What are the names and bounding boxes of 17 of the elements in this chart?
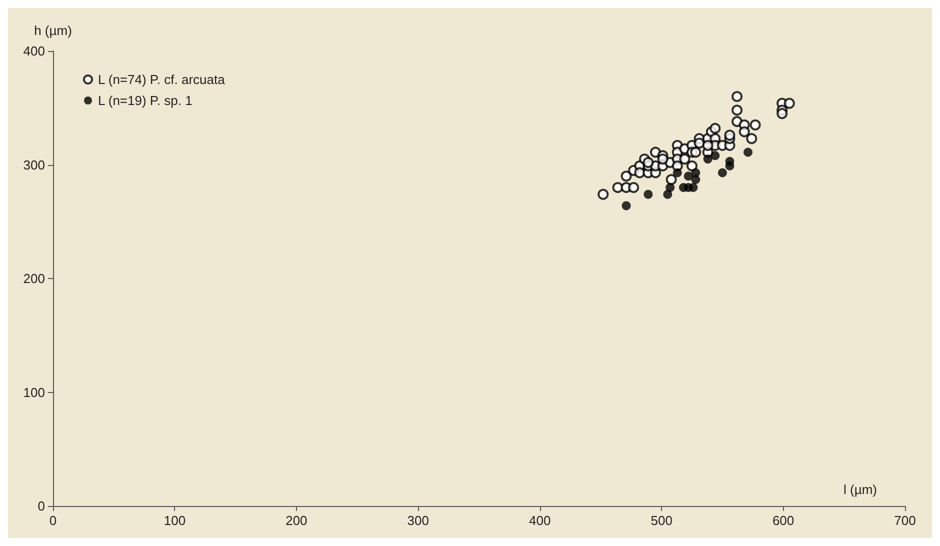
x-tick-label: 200 — [286, 513, 308, 528]
x-axis-title: l (µm) — [844, 482, 877, 497]
x-tick-label: 700 — [894, 513, 916, 528]
x-tick-label: 600 — [772, 513, 794, 528]
y-tick-label: 200 — [23, 271, 45, 286]
y-tick-label: 100 — [23, 384, 45, 400]
x-tick-label: 300 — [407, 513, 429, 528]
legend-label: L (n=19) P. sp. 1 — [98, 93, 192, 108]
y-axis-title: h (µm) — [34, 23, 72, 38]
x-tick-label: 500 — [650, 513, 672, 528]
y-tick-label: 300 — [23, 157, 45, 172]
legend-label: L (n=74) P. cf. arcuata — [98, 72, 226, 87]
y-tick-label: 0 — [38, 498, 45, 514]
y-tick-label: 400 — [23, 44, 45, 58]
x-tick-label: 100 — [164, 513, 186, 528]
x-tick-label: 0 — [49, 513, 57, 528]
x-tick-label: 400 — [529, 513, 551, 528]
